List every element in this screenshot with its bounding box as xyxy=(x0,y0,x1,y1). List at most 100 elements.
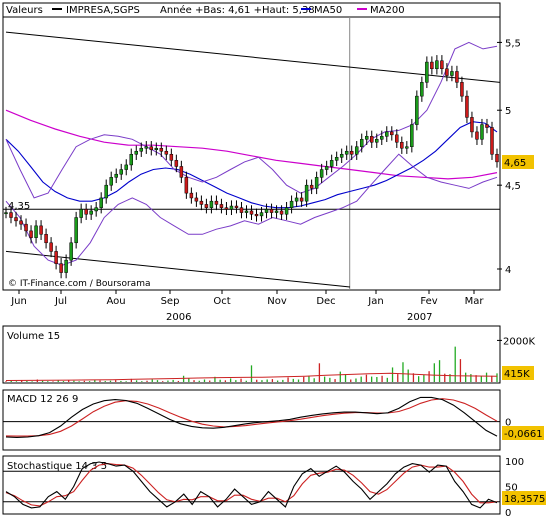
candle-body xyxy=(19,220,23,225)
month-label: Nov xyxy=(267,296,287,307)
candle-body xyxy=(39,225,43,235)
volume-title: Volume 15 xyxy=(7,331,60,342)
stoch-last-value: 18,3575 xyxy=(504,494,545,505)
candle-body xyxy=(264,209,269,213)
ma200-line xyxy=(5,109,498,180)
candle-body xyxy=(334,157,339,161)
candle-body xyxy=(344,150,349,155)
candle-body xyxy=(450,71,454,76)
candle-body xyxy=(184,177,189,194)
candle-body xyxy=(179,166,184,178)
candle-body xyxy=(299,197,304,202)
stoch-k-line xyxy=(5,461,498,509)
candle-body xyxy=(9,212,13,218)
stochastic-plot: 100 50 0 xyxy=(3,457,524,519)
last-price-badge xyxy=(502,155,534,169)
candle-body xyxy=(425,61,429,83)
month-label: Dec xyxy=(316,296,335,307)
stoch-title: Stochastique 14 3 5 xyxy=(7,461,107,472)
candle-body xyxy=(269,209,274,213)
candle-body xyxy=(49,242,53,252)
candle-body xyxy=(124,164,128,170)
macd-signal-line xyxy=(5,398,498,437)
last-price-value: 4,65 xyxy=(504,158,526,169)
candle-body xyxy=(189,192,194,199)
month-label: Mar xyxy=(465,296,485,307)
candle-body xyxy=(274,210,279,213)
candle-body xyxy=(139,147,144,152)
stoch-last-badge xyxy=(502,491,546,505)
month-label: Fev xyxy=(420,296,437,307)
candle-body xyxy=(144,146,149,149)
candle-body xyxy=(309,184,314,189)
candle-body xyxy=(400,141,404,149)
month-label: Jun xyxy=(10,296,27,307)
candle-body xyxy=(490,127,494,155)
candle-body xyxy=(239,207,244,213)
month-label: Jan xyxy=(367,296,383,307)
candle-body xyxy=(314,177,319,189)
month-label: Sep xyxy=(161,296,180,307)
candle-body xyxy=(480,124,484,140)
month-label: Aou xyxy=(106,296,125,307)
candle-body xyxy=(64,259,68,273)
candle-body xyxy=(405,146,409,149)
candle-body xyxy=(445,68,449,76)
candle-body xyxy=(34,225,38,238)
candle-body xyxy=(430,61,434,70)
candle-body xyxy=(89,210,93,215)
candle-body xyxy=(465,95,469,118)
price-plot xyxy=(3,16,501,290)
macd-panel-frame xyxy=(2,389,501,451)
candle-body xyxy=(224,207,229,210)
price-y-axis: 5,5 5 4,5 4 xyxy=(497,38,521,276)
candle-body xyxy=(284,207,289,215)
candle-body xyxy=(199,200,204,205)
trend-channel-upper xyxy=(5,31,501,83)
candle-body xyxy=(289,200,294,208)
macd-line xyxy=(5,396,498,438)
candle-body xyxy=(129,153,133,166)
candle-body xyxy=(279,210,284,215)
macd-plot: 0 xyxy=(3,396,511,438)
legend-swatch-valeurs xyxy=(52,8,62,10)
candle-body xyxy=(174,160,179,167)
candle-body xyxy=(164,150,169,155)
legend-swatch-ma200 xyxy=(357,8,367,10)
candle-body xyxy=(460,82,464,97)
candle-body xyxy=(329,160,334,167)
volume-last-value: 415K xyxy=(504,369,530,380)
candle-body xyxy=(370,136,374,143)
candle-body xyxy=(154,147,159,150)
candle-body xyxy=(24,223,28,232)
price-y-tick-label: 5 xyxy=(505,106,511,117)
legend-valeurs: Valeurs xyxy=(6,5,43,16)
price-y-tick-label: 4,5 xyxy=(505,181,521,192)
candle-body xyxy=(134,150,139,155)
candle-body xyxy=(359,139,364,147)
volume-y-tick-label: 2000K xyxy=(503,336,535,347)
macd-last-badge xyxy=(502,426,544,440)
year-label-2007: 2007 xyxy=(407,312,432,323)
volume-ma-line xyxy=(5,372,498,381)
legend-ma200: MA200 xyxy=(370,5,405,16)
candle-body xyxy=(4,212,8,215)
stoch-y-tick-label: 0 xyxy=(505,508,511,519)
candle-body xyxy=(159,147,164,152)
legend-instrument: IMPRESA,SGPS xyxy=(66,5,140,16)
volume-last-badge xyxy=(502,366,534,380)
macd-last-value: -0,0661 xyxy=(504,429,543,440)
candle-body xyxy=(209,200,214,208)
candle-body xyxy=(390,131,394,136)
price-panel-frame xyxy=(2,2,501,291)
candle-body xyxy=(29,230,33,238)
ma50-line xyxy=(5,121,498,209)
support-level-label: 4,35 xyxy=(8,201,30,212)
price-y-tick-label: 4 xyxy=(505,265,511,276)
macd-title: MACD 12 26 9 xyxy=(7,394,78,405)
x-axis-months: Jun Jul Aou Sep Oct Nov Dec Jan Fev Mar xyxy=(10,290,484,307)
stoch-d-line xyxy=(5,463,498,507)
candle-body xyxy=(169,153,174,161)
